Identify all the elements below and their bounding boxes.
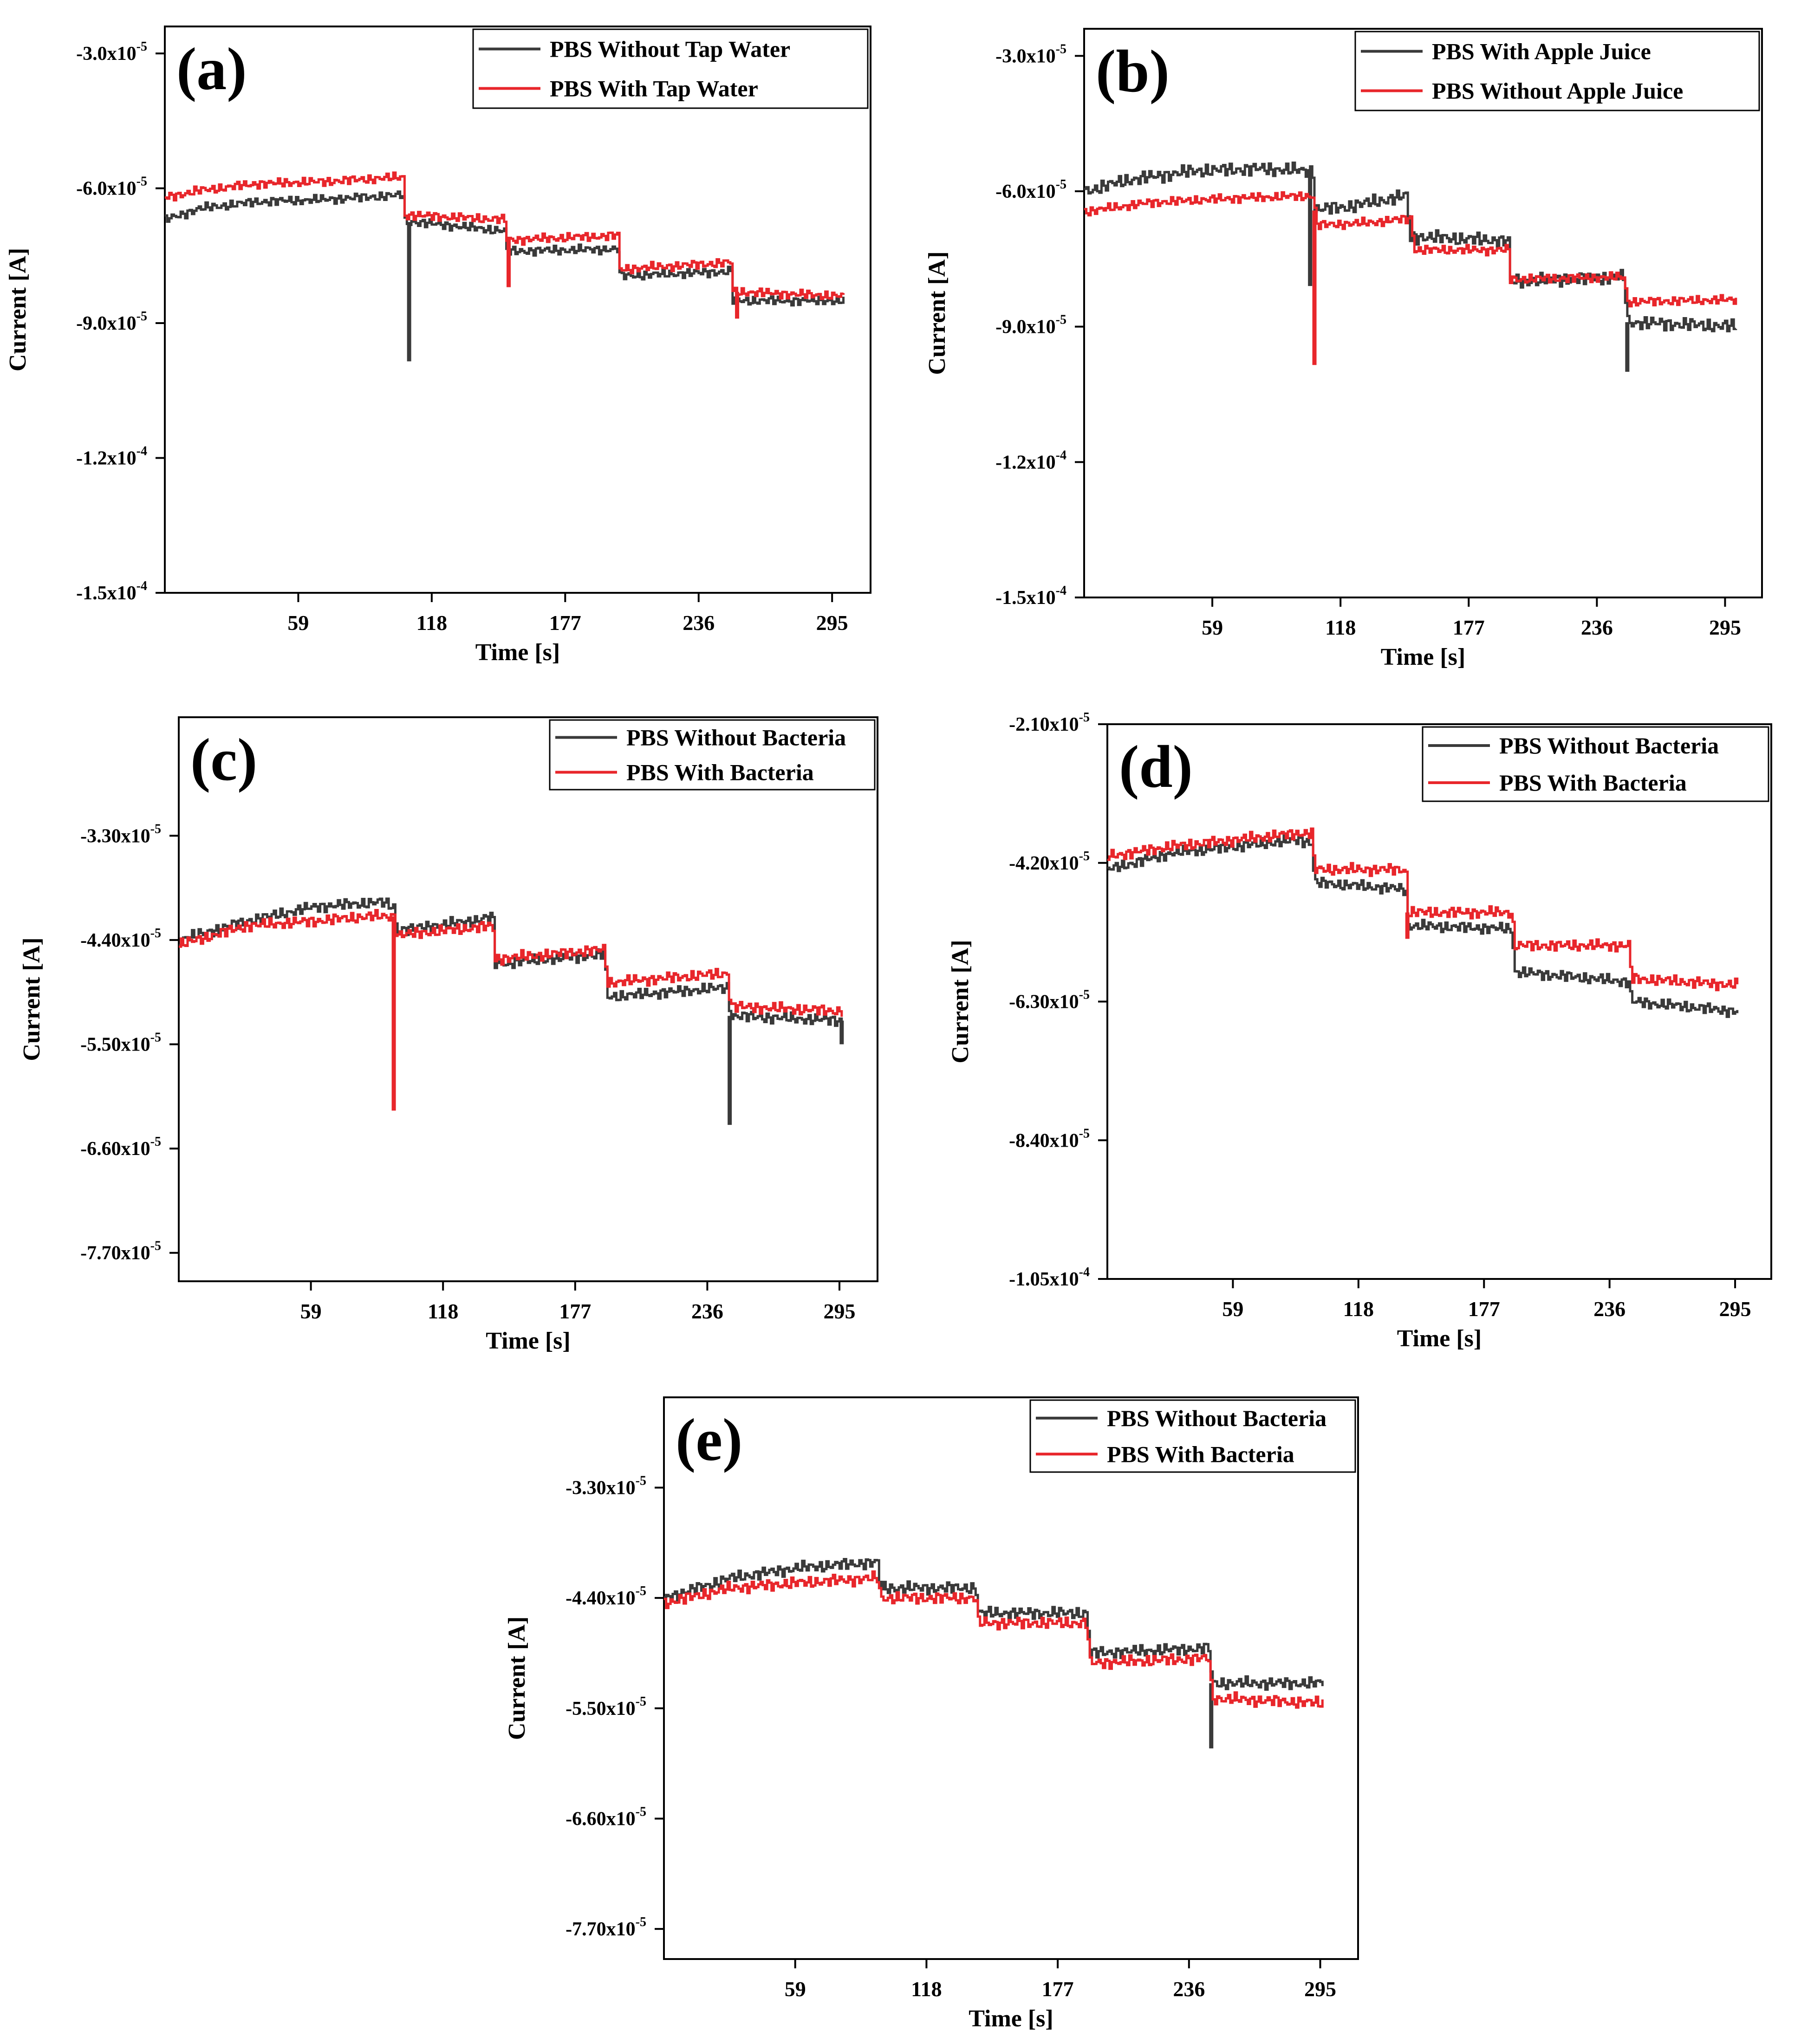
x-tick-label: 295 [823,1299,855,1323]
x-tick-label: 177 [1468,1297,1500,1321]
x-tick-label: 118 [428,1299,458,1323]
panel-label: (c) [190,727,257,793]
y-axis-label: Current [A] [947,940,974,1063]
y-tick-label: -1.2x10-4 [995,448,1066,473]
legend-box [549,719,876,791]
y-axis-label: Current [A] [19,937,45,1061]
y-tick-label: -8.40x10-5 [1009,1126,1090,1151]
y-tick-label: -6.60x10-5 [80,1135,161,1160]
y-tick-label: -5.50x10-5 [80,1030,161,1055]
x-tick-label: 236 [1173,1977,1205,2001]
y-tick-label: -1.05x10-4 [1009,1265,1090,1290]
x-tick-label: 236 [1581,616,1613,639]
legend-box [1354,31,1760,111]
x-tick-label: 236 [1593,1297,1625,1321]
y-tick-label: -6.30x10-5 [1009,988,1090,1013]
y-tick-label: -9.0x10-5 [76,309,147,334]
y-axis-label: Current [A] [924,251,950,375]
legend-box [1029,1399,1356,1473]
y-tick-label: -4.20x10-5 [1009,849,1090,874]
y-tick-label: -7.70x10-5 [566,1915,646,1940]
x-axis-label: Time [s] [969,2005,1053,2032]
series-line-1 [1084,162,1737,332]
x-tick-label: 295 [816,611,848,635]
x-tick-label: 295 [1304,1977,1336,2001]
x-tick-label: 59 [785,1977,806,2001]
x-tick-label: 236 [683,611,715,635]
legend-entry: PBS With Bacteria [626,759,814,785]
series-line-1 [165,190,845,307]
x-tick-label: 118 [911,1977,942,2001]
y-axis-label: Current [A] [504,1616,530,1740]
y-tick-label: -1.5x10-4 [76,579,147,604]
y-tick-label: -4.40x10-5 [80,926,161,951]
y-tick-label: -3.30x10-5 [566,1473,646,1499]
y-tick-label: -6.0x10-5 [995,177,1066,202]
x-tick-label: 295 [1709,616,1741,639]
series-line-1 [1107,834,1739,1018]
chart-panel-a: 59 118 177 236 295 -3.0x10-5 -6.0x10-5 -9.0x10-… [5,26,871,666]
x-tick-label: 177 [549,611,581,635]
y-tick-label: -4.40x10-5 [566,1584,646,1609]
plot-frame [1083,28,1763,598]
plot-frame [1106,723,1772,1280]
legend-entry: PBS Without Apple Juice [1432,78,1683,104]
y-tick-label: -3.0x10-5 [76,39,147,65]
chart-panel-d: 59 118 177 236 295 -2.10x10-5 -4.20x10-5 -6.30x… [947,710,1772,1352]
x-tick-label: 59 [300,1299,322,1323]
y-tick-label: -5.50x10-5 [566,1694,646,1720]
y-tick-label: -3.30x10-5 [80,822,161,847]
y-tick-label: -7.70x10-5 [80,1239,161,1264]
x-tick-label: 118 [1343,1297,1374,1321]
y-tick-label: -2.10x10-5 [1009,710,1090,735]
legend-box [472,28,869,109]
legend-entry: PBS With Apple Juice [1432,39,1651,65]
series-line-2 [1084,191,1737,308]
x-tick-label: 177 [1453,616,1485,639]
x-tick-label: 295 [1719,1297,1751,1321]
chart-panel-c: 59 118 177 236 295 -3.30x10-5 -4.40x10-5 -5.50x… [19,716,878,1354]
x-axis-label: Time [s] [475,639,560,666]
y-tick-label: -1.5x10-4 [995,584,1066,609]
plot-frame [663,1396,1359,1960]
y-tick-label: -9.0x10-5 [995,313,1066,338]
y-tick-label: -6.60x10-5 [566,1805,646,1830]
panel-label: (b) [1096,38,1170,105]
panel-label: (a) [176,36,247,103]
panel-label: (d) [1119,733,1193,800]
legend-entry: PBS With Bacteria [1107,1441,1294,1467]
y-tick-label: -6.0x10-5 [76,175,147,200]
legend-entry: PBS With Tap Water [550,76,758,102]
legend-entry: PBS Without Bacteria [1107,1405,1326,1431]
x-tick-label: 177 [559,1299,591,1323]
chart-panel-e: 59 118 177 236 295 -3.30x10-5 -4.40x10-5 -5.50x… [504,1396,1359,2032]
legend-box [1422,726,1769,802]
y-tick-label: -3.0x10-5 [995,42,1066,67]
x-tick-label: 118 [416,611,447,635]
x-tick-label: 59 [1202,616,1223,639]
chart-panel-b: 59 118 177 236 295 -3.0x10-5 -6.0x10-5 -9.0x10-… [924,28,1763,670]
x-axis-label: Time [s] [486,1328,570,1354]
x-tick-label: 59 [287,611,309,635]
x-axis-label: Time [s] [1397,1325,1482,1352]
legend-entry: PBS With Bacteria [1499,770,1687,796]
series-line-2 [664,1570,1324,1709]
plot-frame [178,716,878,1282]
x-tick-label: 236 [691,1299,723,1323]
series-line-2 [1107,827,1739,992]
legend-entry: PBS Without Bacteria [1499,733,1719,759]
x-tick-label: 118 [1325,616,1356,639]
x-tick-label: 59 [1222,1297,1243,1321]
plot-frame [164,26,871,594]
series-line-2 [165,171,845,300]
series-line-2 [179,909,843,1017]
legend-entry: PBS Without Bacteria [626,725,846,751]
x-tick-label: 177 [1042,1977,1074,2001]
panel-label: (e) [676,1407,742,1473]
x-axis-label: Time [s] [1381,644,1465,670]
y-axis-label: Current [A] [5,248,31,371]
y-tick-label: -1.2x10-4 [76,444,147,469]
legend-entry: PBS Without Tap Water [550,36,790,62]
